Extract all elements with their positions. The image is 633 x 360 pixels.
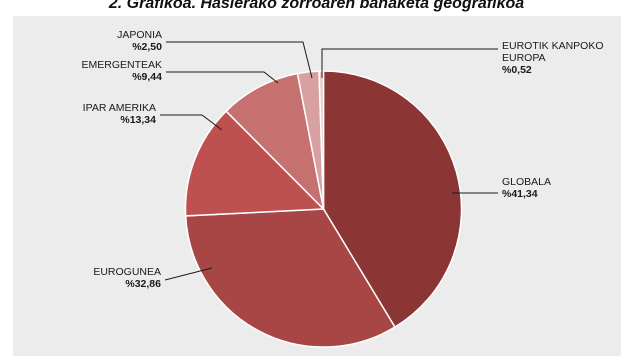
slice-label-name: EUROPA xyxy=(502,52,546,64)
leader-line xyxy=(321,48,498,78)
leader-line xyxy=(166,71,279,84)
leader-line xyxy=(164,267,213,281)
leader-lines xyxy=(160,41,498,281)
pie-slice-eurogunea xyxy=(184,208,396,348)
slice-labels: GLOBALA%41,34 EUROGUNEA%32,86 IPAR AMERIKA… xyxy=(81,29,603,290)
pie-slices xyxy=(184,70,463,348)
slice-label-value: %32,86 xyxy=(125,278,161,290)
pie-slice-emergenteak xyxy=(225,72,325,212)
slice-label-name: GLOBALA xyxy=(502,176,551,188)
pie-slice-globala xyxy=(322,70,463,329)
pie-slice-ipar-amerika xyxy=(184,110,326,217)
chart-title: 2. Grafikoa. Hasierako zorroaren banaket… xyxy=(108,0,525,12)
slice-label-name: EMERGENTEAK xyxy=(81,59,162,71)
slice-label-value: %13,34 xyxy=(120,114,156,126)
slice-label-value: %2,50 xyxy=(132,41,162,53)
slice-label-name: EUROTIK KANPOKO xyxy=(502,40,604,52)
pie-slice-eurotik-kanpoko-europa xyxy=(318,70,325,210)
slice-label-value: %41,34 xyxy=(502,188,538,200)
slice-label-value: %9,44 xyxy=(132,71,162,83)
slice-label-name: IPAR AMERIKA xyxy=(83,102,156,114)
leader-line xyxy=(160,114,223,131)
slice-label-name: EUROGUNEA xyxy=(93,266,161,278)
slice-label-value: %0,52 xyxy=(502,64,532,76)
slice-label-name: JAPONIA xyxy=(117,29,162,41)
leader-line xyxy=(166,41,313,79)
